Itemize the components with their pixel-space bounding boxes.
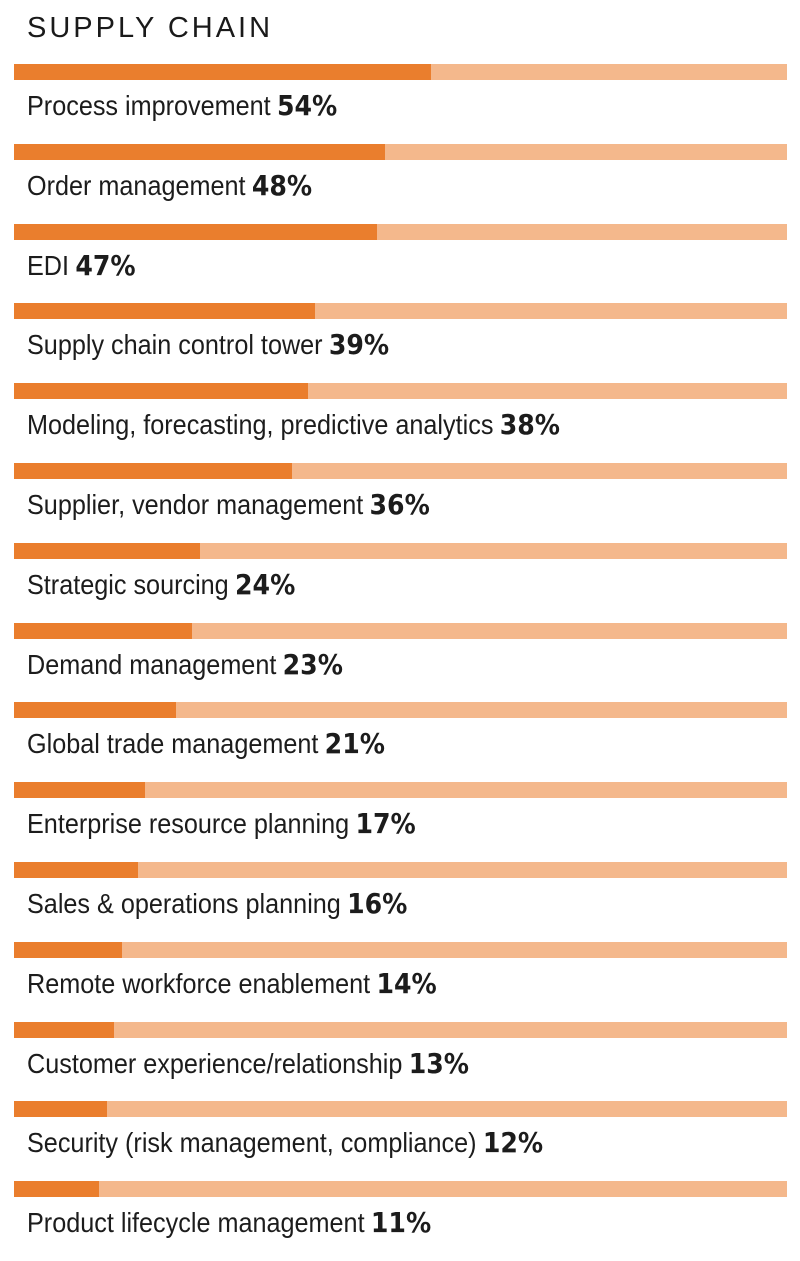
bar-track bbox=[14, 782, 787, 799]
category-label: Customer experience/relationship bbox=[27, 1047, 403, 1079]
category-label: Security (risk management, compliance) bbox=[27, 1127, 477, 1159]
bar-row: Process improvement 54% bbox=[0, 64, 800, 144]
bar-label: Order management 48% bbox=[27, 169, 312, 203]
bar-track bbox=[14, 223, 787, 240]
bar-fill bbox=[14, 1101, 107, 1118]
bar-fill bbox=[14, 782, 146, 799]
bar-row: Sales & operations planning 16% bbox=[0, 862, 800, 942]
category-label: Process improvement bbox=[27, 90, 271, 121]
bar-fill bbox=[14, 383, 308, 400]
bar-track bbox=[14, 1181, 787, 1198]
value-label: 36% bbox=[369, 488, 430, 521]
bar-label: Global trade management 21% bbox=[27, 727, 385, 761]
category-label: Supply chain control tower bbox=[27, 329, 323, 361]
value-label: 11% bbox=[370, 1206, 432, 1240]
chart-title: SUPPLY CHAIN bbox=[27, 12, 274, 44]
bar-fill bbox=[14, 622, 192, 639]
bar-label: Product lifecycle management 11% bbox=[27, 1206, 431, 1240]
bar-fill bbox=[14, 1181, 100, 1198]
bar-fill bbox=[14, 542, 200, 559]
value-label: 54% bbox=[276, 89, 338, 122]
category-label: Remote workforce enablement bbox=[27, 967, 371, 999]
bar-row: Modeling, forecasting, predictive analyt… bbox=[0, 383, 800, 463]
bar-label: EDI 47% bbox=[27, 249, 136, 283]
bar-track bbox=[14, 702, 787, 719]
bar-track bbox=[14, 862, 787, 878]
category-label: Enterprise resource planning bbox=[27, 808, 350, 840]
value-label: 13% bbox=[408, 1046, 470, 1080]
bar-fill bbox=[14, 702, 177, 719]
bar-track bbox=[14, 463, 787, 479]
value-label: 48% bbox=[251, 168, 313, 202]
category-label: Order management bbox=[27, 169, 246, 201]
bar-label: Process improvement 54% bbox=[27, 89, 337, 123]
bar-track bbox=[14, 64, 787, 80]
value-label: 14% bbox=[376, 966, 437, 1000]
bar-track bbox=[14, 1021, 787, 1038]
bar-track bbox=[14, 1101, 787, 1118]
value-label: 38% bbox=[499, 408, 561, 442]
bar-fill bbox=[14, 941, 123, 958]
value-label: 21% bbox=[324, 727, 386, 761]
value-label: 47% bbox=[75, 248, 136, 282]
value-label: 12% bbox=[482, 1126, 544, 1160]
category-label: Global trade management bbox=[27, 728, 319, 760]
value-label: 24% bbox=[234, 567, 296, 601]
bar-row: Supplier, vendor management 36% bbox=[0, 463, 800, 543]
category-label: Strategic sourcing bbox=[27, 568, 229, 600]
value-label: 17% bbox=[355, 807, 416, 841]
bar-row: Strategic sourcing 24% bbox=[0, 542, 800, 623]
value-label: 16% bbox=[347, 887, 408, 920]
bar-fill bbox=[14, 64, 432, 80]
bar-fill bbox=[14, 862, 138, 878]
bar-label: Demand management 23% bbox=[27, 648, 343, 682]
bar-row: Global trade management 21% bbox=[0, 702, 800, 782]
bar-track bbox=[14, 383, 787, 400]
bar-track bbox=[14, 303, 787, 320]
bar-label: Customer experience/relationship 13% bbox=[27, 1047, 469, 1081]
bar-row: Product lifecycle management 11% bbox=[0, 1181, 800, 1261]
bar-fill bbox=[14, 1021, 115, 1038]
category-label: Demand management bbox=[27, 648, 277, 680]
category-label: Product lifecycle management bbox=[27, 1207, 365, 1239]
bar-track bbox=[14, 542, 787, 559]
bar-label: Enterprise resource planning 17% bbox=[27, 807, 416, 841]
bar-row: Demand management 23% bbox=[0, 622, 800, 703]
category-label: Sales & operations planning bbox=[27, 888, 341, 919]
bar-row: Remote workforce enablement 14% bbox=[0, 941, 800, 1022]
bar-track bbox=[14, 143, 787, 160]
value-label: 39% bbox=[328, 328, 390, 362]
bar-label: Modeling, forecasting, predictive analyt… bbox=[27, 408, 560, 442]
bar-label: Strategic sourcing 24% bbox=[27, 568, 295, 602]
bar-row: Customer experience/relationship 13% bbox=[0, 1021, 800, 1102]
bar-track bbox=[14, 941, 787, 958]
bar-label: Supplier, vendor management 36% bbox=[27, 488, 430, 522]
bar-label: Security (risk management, compliance) 12… bbox=[27, 1126, 543, 1160]
bar-row: EDI 47% bbox=[0, 223, 800, 304]
bar-fill bbox=[14, 303, 316, 320]
bar-row: Security (risk management, compliance) 12… bbox=[0, 1101, 800, 1181]
category-label: EDI bbox=[27, 249, 70, 281]
bar-label: Sales & operations planning 16% bbox=[27, 887, 407, 921]
bar-label: Remote workforce enablement 14% bbox=[27, 967, 437, 1001]
bar-row: Supply chain control tower 39% bbox=[0, 303, 800, 383]
bar-track bbox=[14, 622, 787, 639]
category-label: Modeling, forecasting, predictive analyt… bbox=[27, 409, 494, 441]
bar-row: Order management 48% bbox=[0, 143, 800, 224]
category-label: Supplier, vendor management bbox=[27, 489, 364, 520]
bar-row: Enterprise resource planning 17% bbox=[0, 782, 800, 862]
bar-fill bbox=[14, 223, 378, 240]
bar-label: Supply chain control tower 39% bbox=[27, 328, 389, 362]
bar-fill bbox=[14, 463, 293, 479]
bar-fill bbox=[14, 143, 386, 160]
value-label: 23% bbox=[282, 647, 343, 681]
